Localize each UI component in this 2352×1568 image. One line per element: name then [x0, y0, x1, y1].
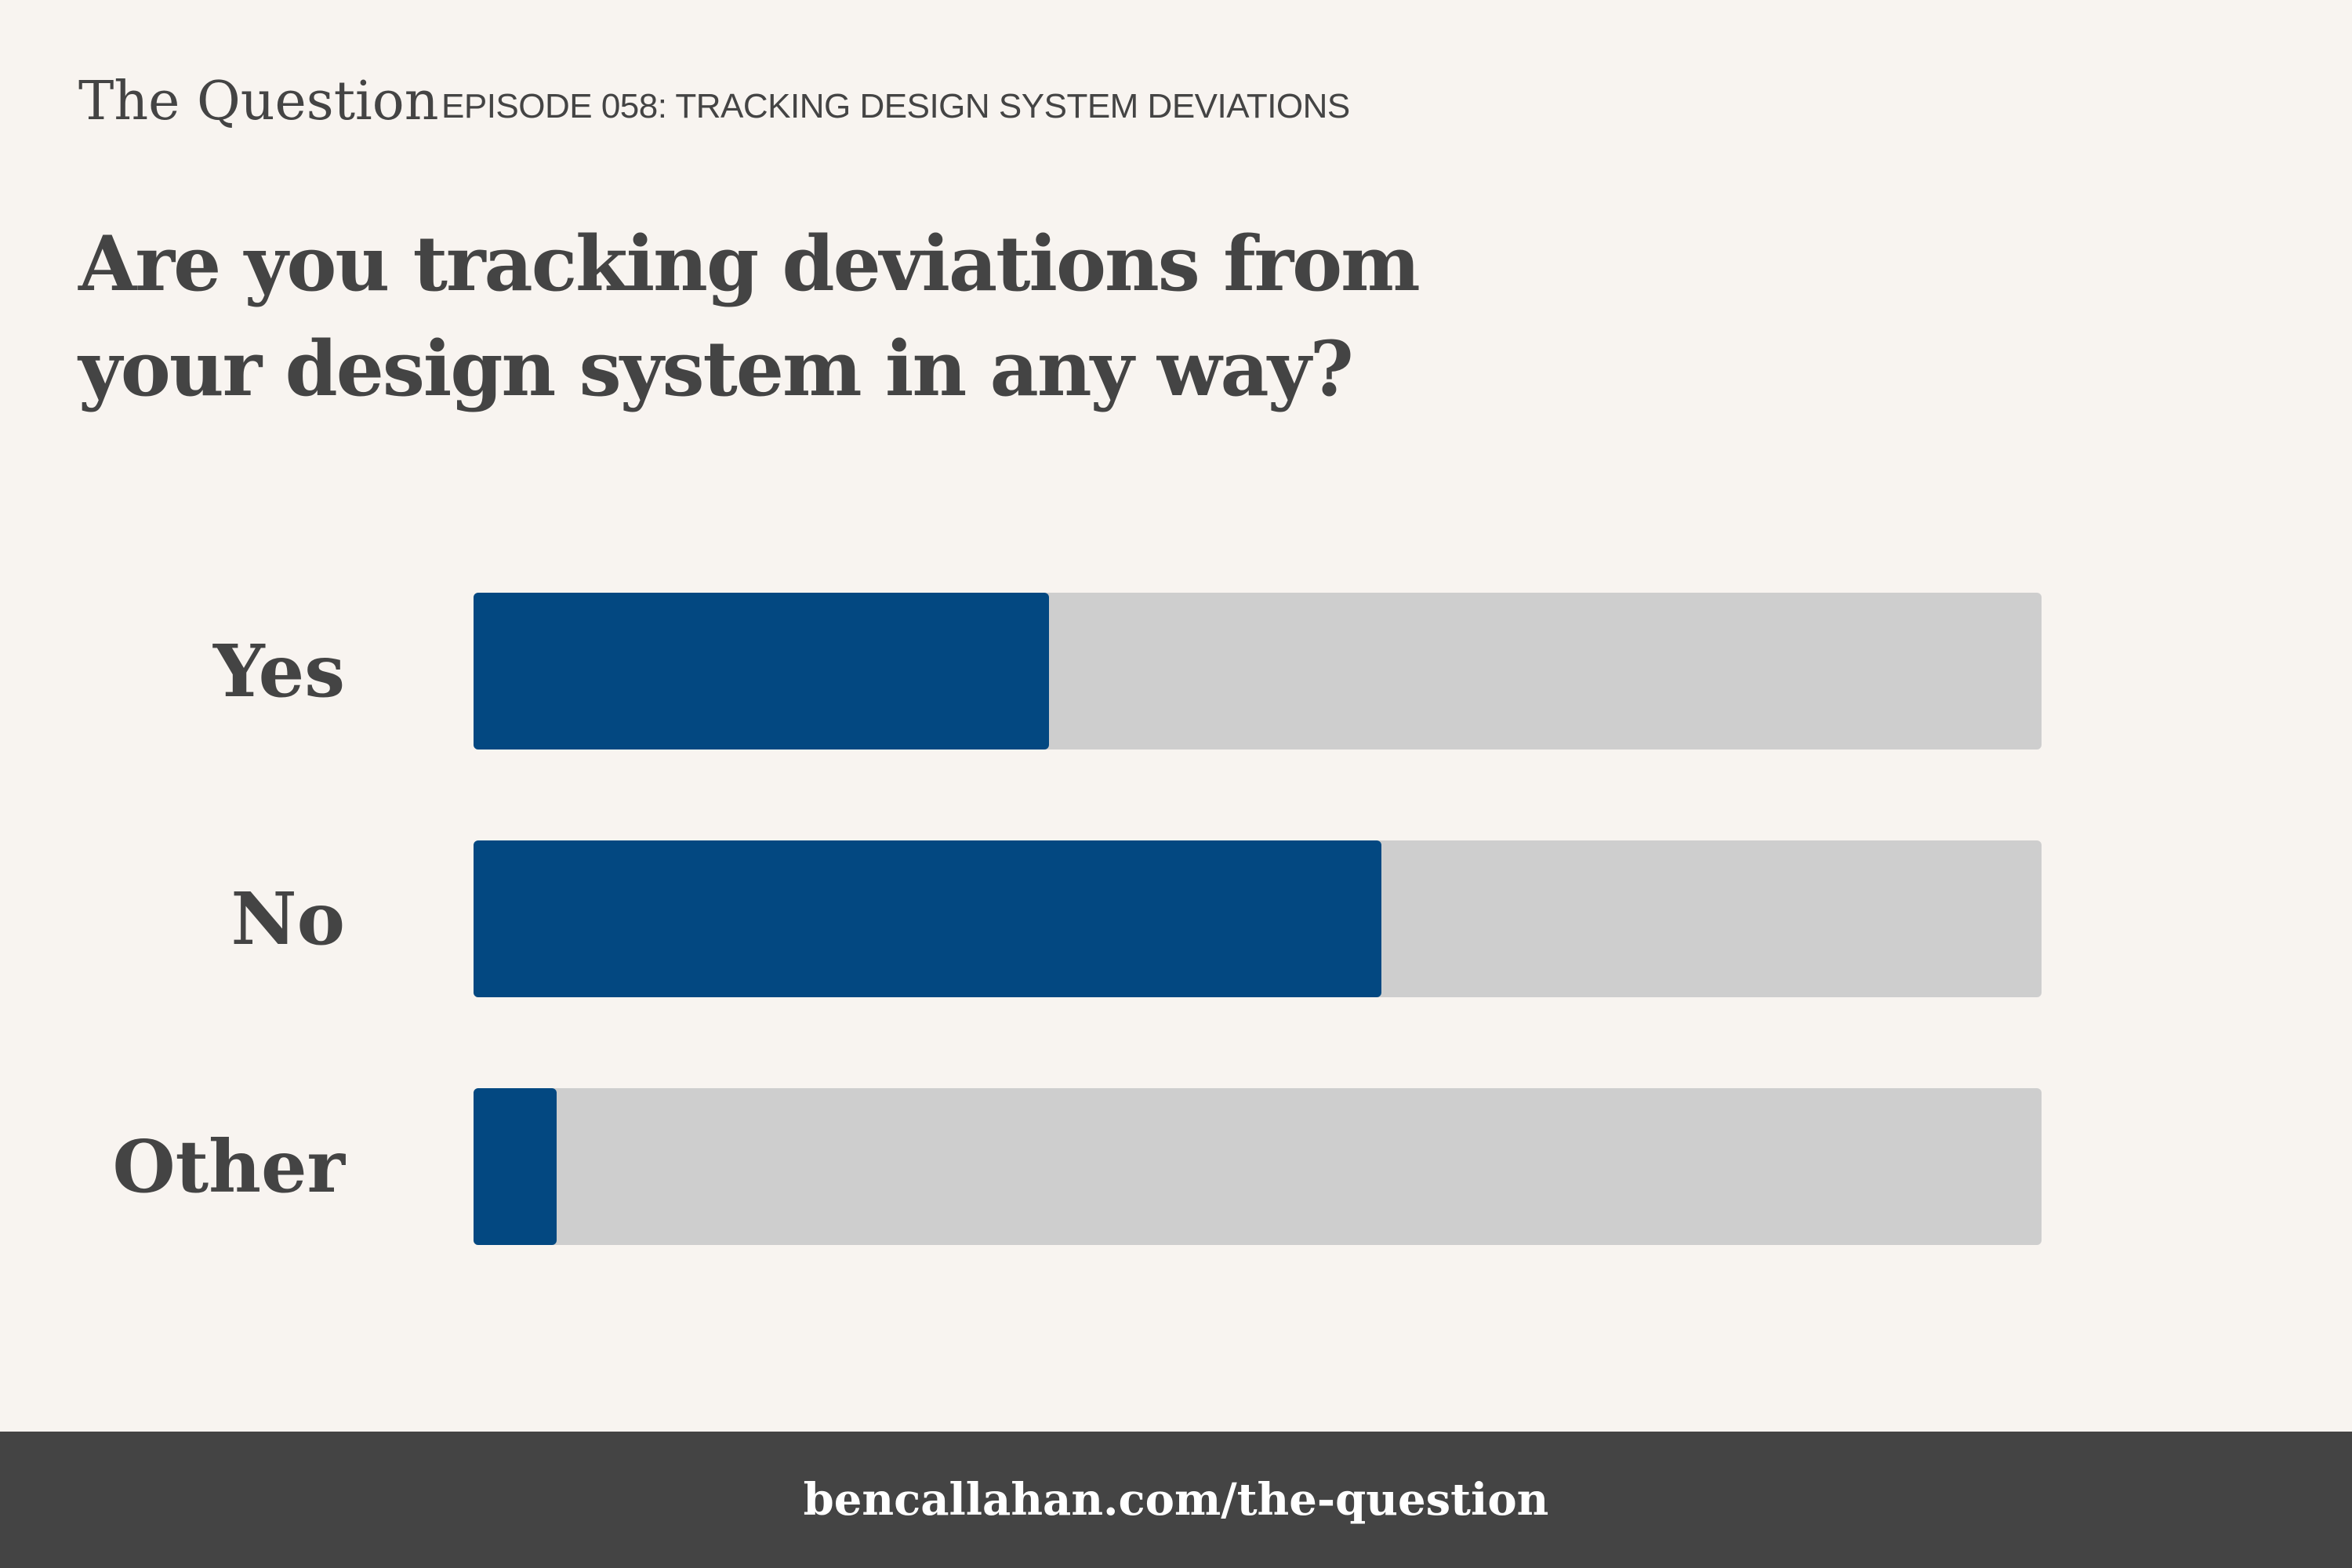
bar-track-other [474, 1088, 2042, 1245]
poll-results-chart: Yes No Other [112, 593, 2042, 1245]
category-label-yes: Yes [212, 629, 345, 713]
bar-yes [474, 593, 1049, 750]
brand-title: The Question [78, 71, 439, 132]
bar-other [474, 1088, 557, 1245]
footer-link[interactable]: bencallahan.com/the-question [803, 1474, 1549, 1526]
category-label-other: Other [112, 1124, 346, 1209]
bar-no [474, 840, 1381, 997]
category-label-no: No [231, 877, 345, 961]
episode-subtitle: EPISODE 058: TRACKING DESIGN SYSTEM DEVI… [441, 87, 1350, 125]
poll-question: Are you tracking deviations from your de… [78, 220, 1421, 413]
footer-bar: bencallahan.com/the-question [0, 1432, 2352, 1568]
